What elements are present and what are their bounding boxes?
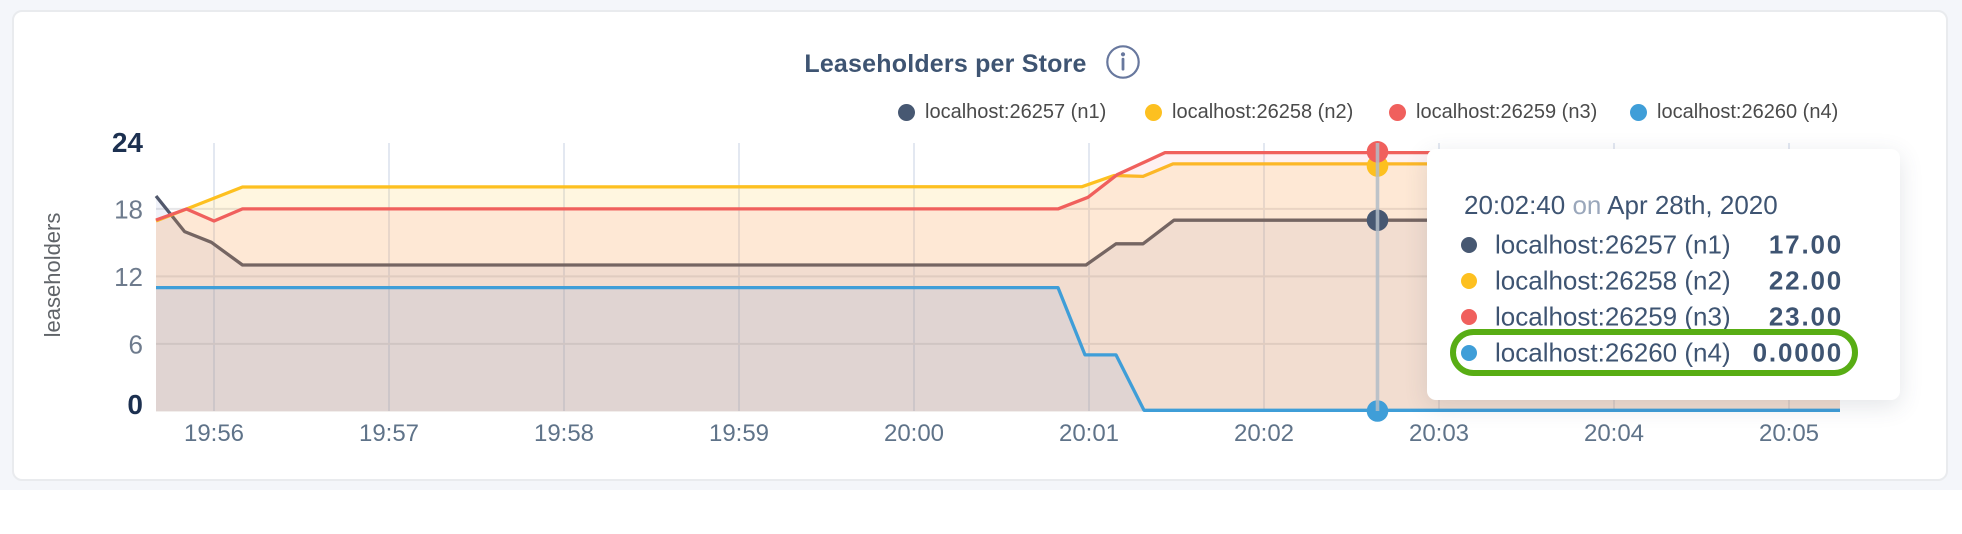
svg-text:12: 12 [114,262,143,292]
svg-text:19:57: 19:57 [359,420,419,447]
svg-text:20:05: 20:05 [1759,420,1819,447]
svg-text:20:01: 20:01 [1059,420,1119,447]
svg-text:19:59: 19:59 [709,420,769,447]
svg-text:24: 24 [112,127,144,158]
svg-text:20:03: 20:03 [1409,420,1469,447]
svg-text:19:58: 19:58 [534,420,594,447]
svg-text:6: 6 [129,330,143,360]
svg-text:leaseholders: leaseholders [40,213,65,338]
svg-text:0: 0 [127,389,143,420]
svg-text:20:04: 20:04 [1584,420,1644,447]
svg-text:18: 18 [114,195,143,225]
svg-text:19:56: 19:56 [184,420,244,447]
svg-text:20:02: 20:02 [1234,420,1294,447]
svg-text:20:00: 20:00 [884,420,944,447]
